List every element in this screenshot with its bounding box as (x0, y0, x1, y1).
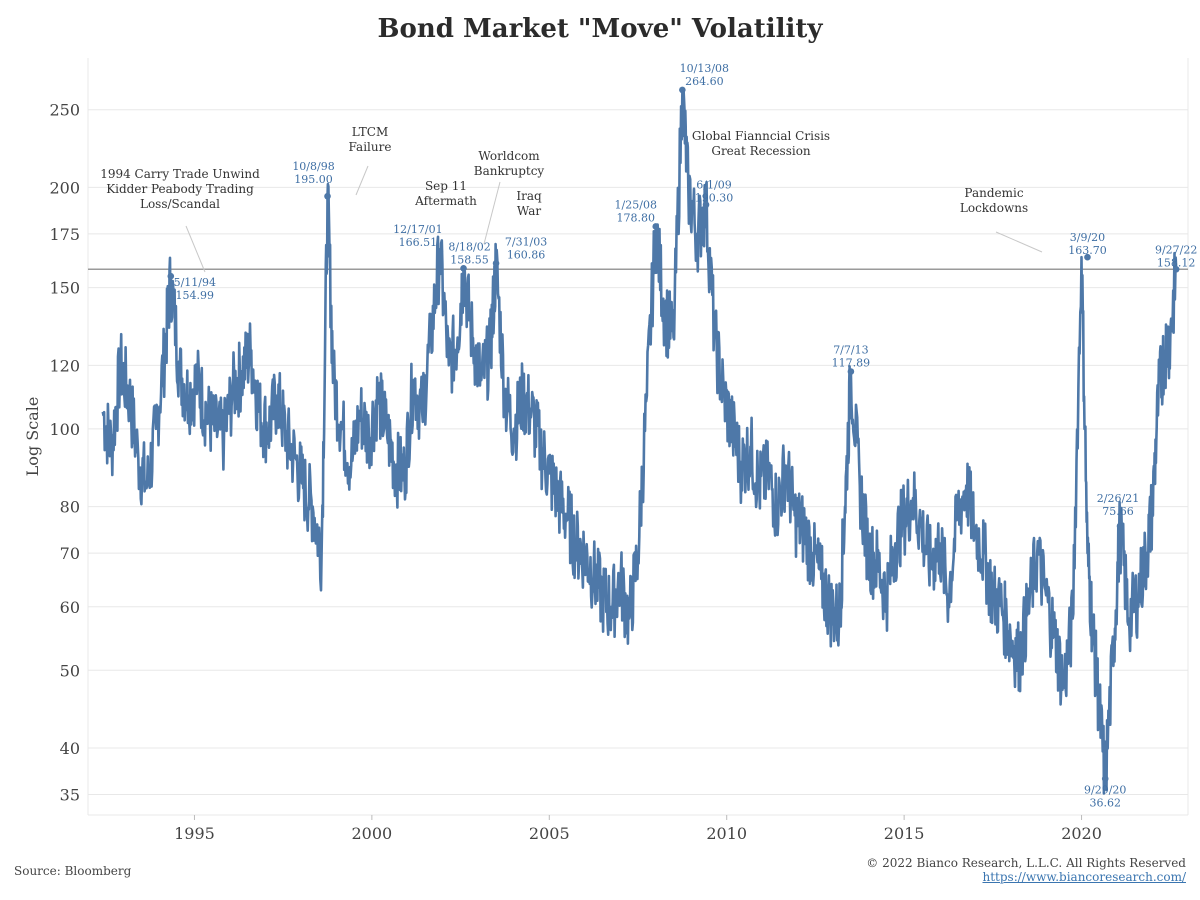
y-tick-label: 100 (49, 420, 80, 439)
event-annotation: Kidder Peabody Trading (106, 182, 254, 196)
website-link[interactable]: https://www.biancoresearch.com/ (982, 870, 1186, 884)
source-note: Source: Bloomberg (14, 864, 132, 878)
event-annotation: Pandemic (964, 186, 1023, 200)
peak-marker (1116, 522, 1124, 530)
y-tick-label: 250 (49, 101, 80, 120)
peak-marker (702, 201, 710, 209)
event-annotation: 1994 Carry Trade Unwind (100, 167, 260, 181)
x-tick-label: 1995 (174, 824, 215, 843)
grid-layer (87, 58, 1189, 816)
point-value-label: 117.89 (832, 357, 871, 370)
y-tick-label: 60 (60, 598, 80, 617)
copyright-note: © 2022 Bianco Research, L.L.C. All Right… (866, 856, 1186, 870)
x-tick-label: 2010 (706, 824, 747, 843)
event-annotation: Loss/Scandal (140, 197, 220, 211)
y-tick-label: 150 (49, 279, 80, 298)
point-date-label: 1/25/08 (615, 198, 657, 211)
point-date-label: 7/31/03 (505, 235, 547, 248)
peak-marker (679, 86, 686, 94)
event-annotation: Iraq (516, 189, 542, 203)
peak-marker (652, 223, 660, 230)
annotation-leader-line (185, 225, 206, 273)
y-tick-label: 120 (49, 356, 80, 375)
point-value-label: 195.00 (294, 173, 333, 186)
event-annotation: War (517, 204, 541, 218)
y-tick-label: 80 (60, 498, 80, 517)
peak-marker (167, 272, 175, 280)
peak-marker (492, 259, 500, 267)
y-tick-label: 40 (60, 739, 80, 758)
event-annotation: Lockdowns (960, 201, 1028, 215)
y-tick-label: 200 (49, 178, 80, 197)
point-date-label: 6/1/09 (696, 179, 731, 192)
y-tick-label: 50 (60, 661, 80, 680)
annotation-leader-line (995, 231, 1043, 253)
event-annotation: LTCM (352, 125, 388, 139)
event-annotation: Great Recession (711, 144, 811, 158)
x-tick-label: 2020 (1061, 824, 1102, 843)
event-annotation: Aftermath (414, 194, 477, 208)
chart-title: Bond Market "Move" Volatility (377, 14, 823, 44)
event-annotation: Failure (349, 140, 392, 154)
peak-marker (436, 247, 444, 255)
point-value-label: 178.80 (616, 211, 655, 224)
point-value-label: 154.99 (176, 289, 215, 302)
point-value-label: 158.55 (450, 253, 489, 266)
peak-marker (1101, 775, 1109, 783)
event-annotation: Worldcom (478, 149, 540, 163)
x-tick-label: 2005 (529, 824, 570, 843)
y-axis-label: Log Scale (23, 397, 42, 477)
point-date-label: 8/18/02 (448, 240, 490, 253)
y-tick-label: 175 (49, 225, 80, 244)
point-date-label: 12/17/01 (393, 223, 442, 236)
series-layer (101, 88, 1178, 795)
point-date-label: 9/29/20 (1084, 784, 1126, 797)
point-date-label: 2/26/21 (1097, 492, 1139, 505)
peak-marker (324, 192, 331, 200)
point-value-label: 190.30 (695, 192, 734, 205)
point-value-label: 163.70 (1068, 244, 1107, 257)
peak-marker (460, 265, 467, 272)
event-annotation: Bankruptcy (474, 164, 545, 178)
y-tick-label: 35 (60, 786, 80, 805)
axis-layer: 35 40 50 60 70 80 100 120 150 175 200 250 1995 2000 20… (23, 101, 1102, 843)
point-date-label: 10/13/08 (680, 62, 729, 75)
annotation-leader-line (355, 165, 369, 196)
y-tick-label: 70 (60, 544, 80, 563)
point-value-label: 75.66 (1102, 505, 1134, 518)
point-value-label: 264.60 (685, 75, 724, 88)
point-value-label: 166.51 (399, 236, 438, 249)
x-tick-label: 2000 (352, 824, 393, 843)
x-tick-label: 2015 (884, 824, 925, 843)
series-line (101, 88, 1178, 795)
point-value-label: 158.12 (1157, 256, 1196, 269)
peak-marker (1172, 265, 1180, 273)
point-date-label: 7/7/13 (833, 344, 868, 357)
point-value-label: 160.86 (507, 248, 546, 261)
point-date-label: 5/11/94 (174, 276, 216, 289)
annotation-leader-line (483, 181, 501, 245)
point-date-label: 10/8/98 (292, 160, 334, 173)
peak-marker (1084, 253, 1091, 261)
point-date-label: 9/27/22 (1155, 243, 1197, 256)
event-annotation: Global Fianncial Crisis (692, 129, 830, 143)
point-date-label: 3/9/20 (1070, 231, 1105, 244)
point-value-label: 36.62 (1089, 797, 1121, 810)
peak-marker (847, 368, 855, 375)
event-annotation: Sep 11 (425, 179, 467, 193)
